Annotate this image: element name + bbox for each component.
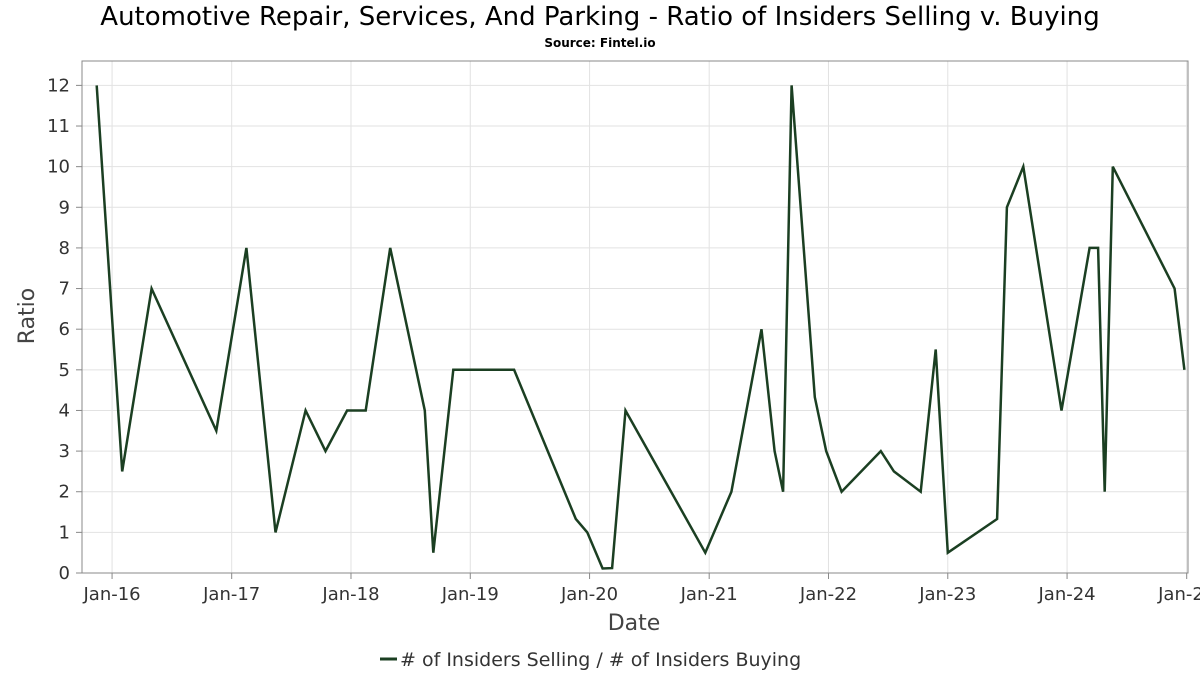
plot-area: [81, 60, 1189, 574]
x-tick-label: Jan-16: [82, 584, 140, 605]
y-tick-label: 3: [59, 441, 70, 462]
x-tick-label: Jan-22: [799, 584, 857, 605]
y-tick-label: 12: [47, 75, 70, 96]
x-axis-label: Date: [608, 611, 661, 636]
x-tick-label: Jan-24: [1037, 584, 1095, 605]
y-tick-label: 6: [59, 319, 70, 340]
legend: # of Insiders Selling / # of Insiders Bu…: [380, 649, 801, 671]
y-axis-label: Ratio: [15, 288, 40, 344]
y-tick-label: 1: [59, 522, 70, 543]
y-tick-label: 5: [59, 360, 70, 381]
y-tick-label: 11: [47, 116, 70, 137]
y-tick-label: 2: [59, 482, 70, 503]
x-tick-label: Jan-17: [202, 584, 260, 605]
x-tick-label: Jan-25: [1157, 584, 1200, 605]
y-tick-label: 8: [59, 238, 70, 259]
chart-title: Automotive Repair, Services, And Parking…: [100, 2, 1100, 32]
x-tick-label: Jan-21: [680, 584, 738, 605]
series-group: [95, 85, 1186, 570]
y-tick-label: 9: [59, 197, 70, 218]
x-tick-label: Jan-23: [918, 584, 976, 605]
x-tick-label: Jan-20: [560, 584, 618, 605]
y-tick-label: 0: [59, 563, 70, 584]
y-tick-label: 4: [59, 400, 70, 421]
x-tick-label: Jan-18: [321, 584, 379, 605]
y-tick-label: 10: [47, 157, 70, 178]
chart-subtitle: Source: Fintel.io: [544, 36, 656, 50]
grid-lines: [82, 61, 1188, 574]
x-axis: Jan-16 Jan-17 Jan-18 Jan-19 Jan-20 Jan-21 Jan-…: [82, 573, 1200, 605]
x-tick-label: Jan-19: [441, 584, 499, 605]
series-line: [95, 85, 1186, 570]
legend-label: # of Insiders Selling / # of Insiders Bu…: [400, 649, 801, 671]
y-tick-label: 7: [59, 279, 70, 300]
